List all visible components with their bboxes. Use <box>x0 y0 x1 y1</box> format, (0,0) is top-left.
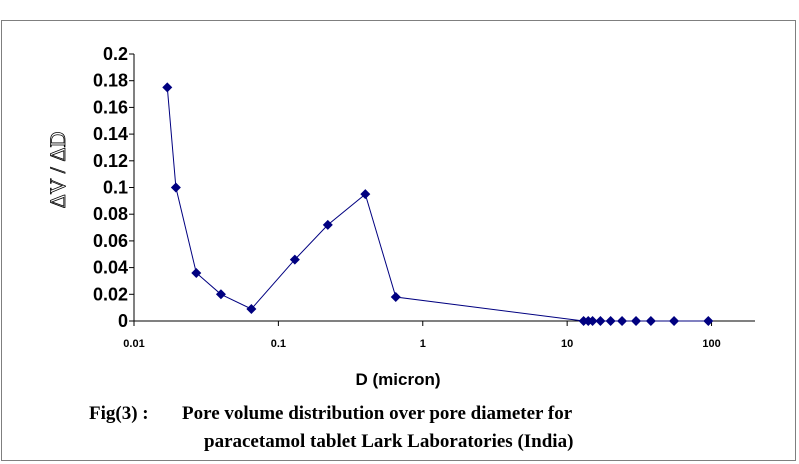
x-tick-label: 10 <box>561 338 573 350</box>
y-axis-label: ΔV / ΔD <box>45 132 70 209</box>
data-point <box>191 267 202 278</box>
x-axis-label: D (micron) <box>356 370 441 389</box>
y-ticks: 0 0.02 0.04 0.06 0.08 0.1 0.12 0.14 0.16 0.18 0.2 <box>93 44 134 331</box>
series-line <box>166 87 709 322</box>
data-point <box>289 254 300 265</box>
y-tick-label: 0.2 <box>103 44 128 64</box>
x-ticks: 0.01 0.1 1 10 100 <box>123 321 721 350</box>
axes <box>133 54 755 322</box>
data-point <box>170 182 181 193</box>
data-point <box>322 219 333 230</box>
data-point <box>587 316 598 326</box>
data-point <box>617 316 628 326</box>
data-point <box>669 316 680 326</box>
y-tick-label: 0.02 <box>93 284 128 304</box>
data-point <box>645 316 656 326</box>
y-tick-label: 0.16 <box>93 97 128 117</box>
data-point <box>162 82 173 93</box>
y-tick-label: 0.06 <box>93 231 128 251</box>
x-tick-label: 0.01 <box>123 338 144 350</box>
x-tick-label: 0.1 <box>271 338 286 350</box>
y-tick-label: 0.18 <box>93 71 128 91</box>
x-tick-label: 1 <box>420 338 426 350</box>
y-tick-label: 0.14 <box>93 124 128 144</box>
y-tick-label: 0 <box>118 311 128 331</box>
y-tick-label: 0.04 <box>93 258 128 278</box>
figure-number: Fig(3) : <box>89 403 149 424</box>
chart-frame <box>1 20 796 461</box>
y-tick-label: 0.1 <box>103 178 128 198</box>
data-point <box>360 189 371 200</box>
data-point <box>703 316 714 326</box>
data-point <box>595 316 606 326</box>
data-point <box>390 291 401 302</box>
x-tick-label: 100 <box>702 338 720 350</box>
y-tick-label: 0.08 <box>93 204 128 224</box>
data-points <box>162 82 714 326</box>
data-point <box>246 303 257 314</box>
data-point <box>631 316 642 326</box>
data-point <box>605 316 616 326</box>
caption-text-1: Pore volume distribution over pore diame… <box>182 403 573 424</box>
y-tick-label: 0.12 <box>93 151 128 171</box>
caption-text-2: paracetamol tablet Lark Laboratories (In… <box>204 431 574 452</box>
data-point <box>215 289 226 300</box>
